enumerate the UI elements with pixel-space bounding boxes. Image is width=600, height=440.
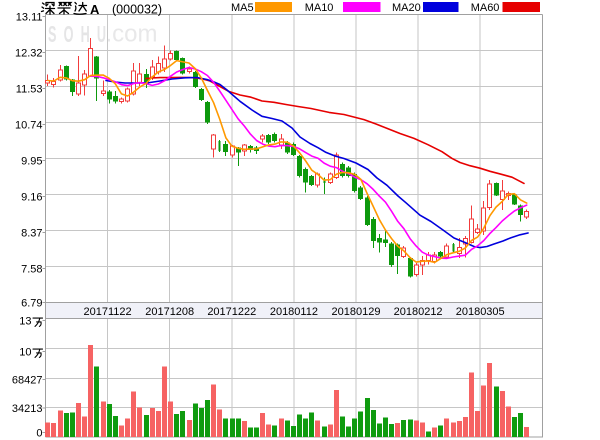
svg-text:MA10: MA10 (305, 2, 334, 14)
svg-text:(000032): (000032) (112, 3, 162, 17)
svg-text:20171222: 20171222 (207, 306, 256, 318)
svg-text:20171208: 20171208 (145, 306, 194, 318)
svg-text:68427: 68427 (12, 374, 43, 386)
svg-text:20171122: 20171122 (84, 306, 132, 318)
svg-text:8.37: 8.37 (21, 227, 42, 239)
svg-text:20180212: 20180212 (394, 306, 443, 318)
svg-text:11.53: 11.53 (16, 83, 43, 95)
svg-text:13.11: 13.11 (16, 11, 43, 23)
svg-text:13: 13 (19, 316, 31, 328)
svg-text:.com: .com (106, 20, 158, 47)
svg-text:6.79: 6.79 (21, 297, 42, 309)
svg-text:20180305: 20180305 (456, 306, 505, 318)
svg-text:10: 10 (19, 347, 31, 359)
svg-text:20180129: 20180129 (332, 306, 381, 318)
svg-text:34213: 34213 (12, 403, 43, 415)
svg-text:7.58: 7.58 (21, 263, 42, 275)
svg-text:9.95: 9.95 (21, 155, 42, 167)
svg-text:A: A (90, 2, 100, 17)
svg-text:MA60: MA60 (471, 2, 500, 14)
svg-text:MA20: MA20 (392, 2, 421, 14)
svg-text:12.32: 12.32 (15, 47, 43, 59)
svg-text:9.16: 9.16 (21, 191, 42, 203)
svg-text:20180112: 20180112 (270, 306, 318, 318)
svg-text:10.74: 10.74 (15, 119, 43, 131)
svg-text:SOHU: SOHU (48, 21, 113, 47)
svg-text:0: 0 (36, 427, 42, 439)
svg-text:MA5: MA5 (231, 2, 254, 14)
